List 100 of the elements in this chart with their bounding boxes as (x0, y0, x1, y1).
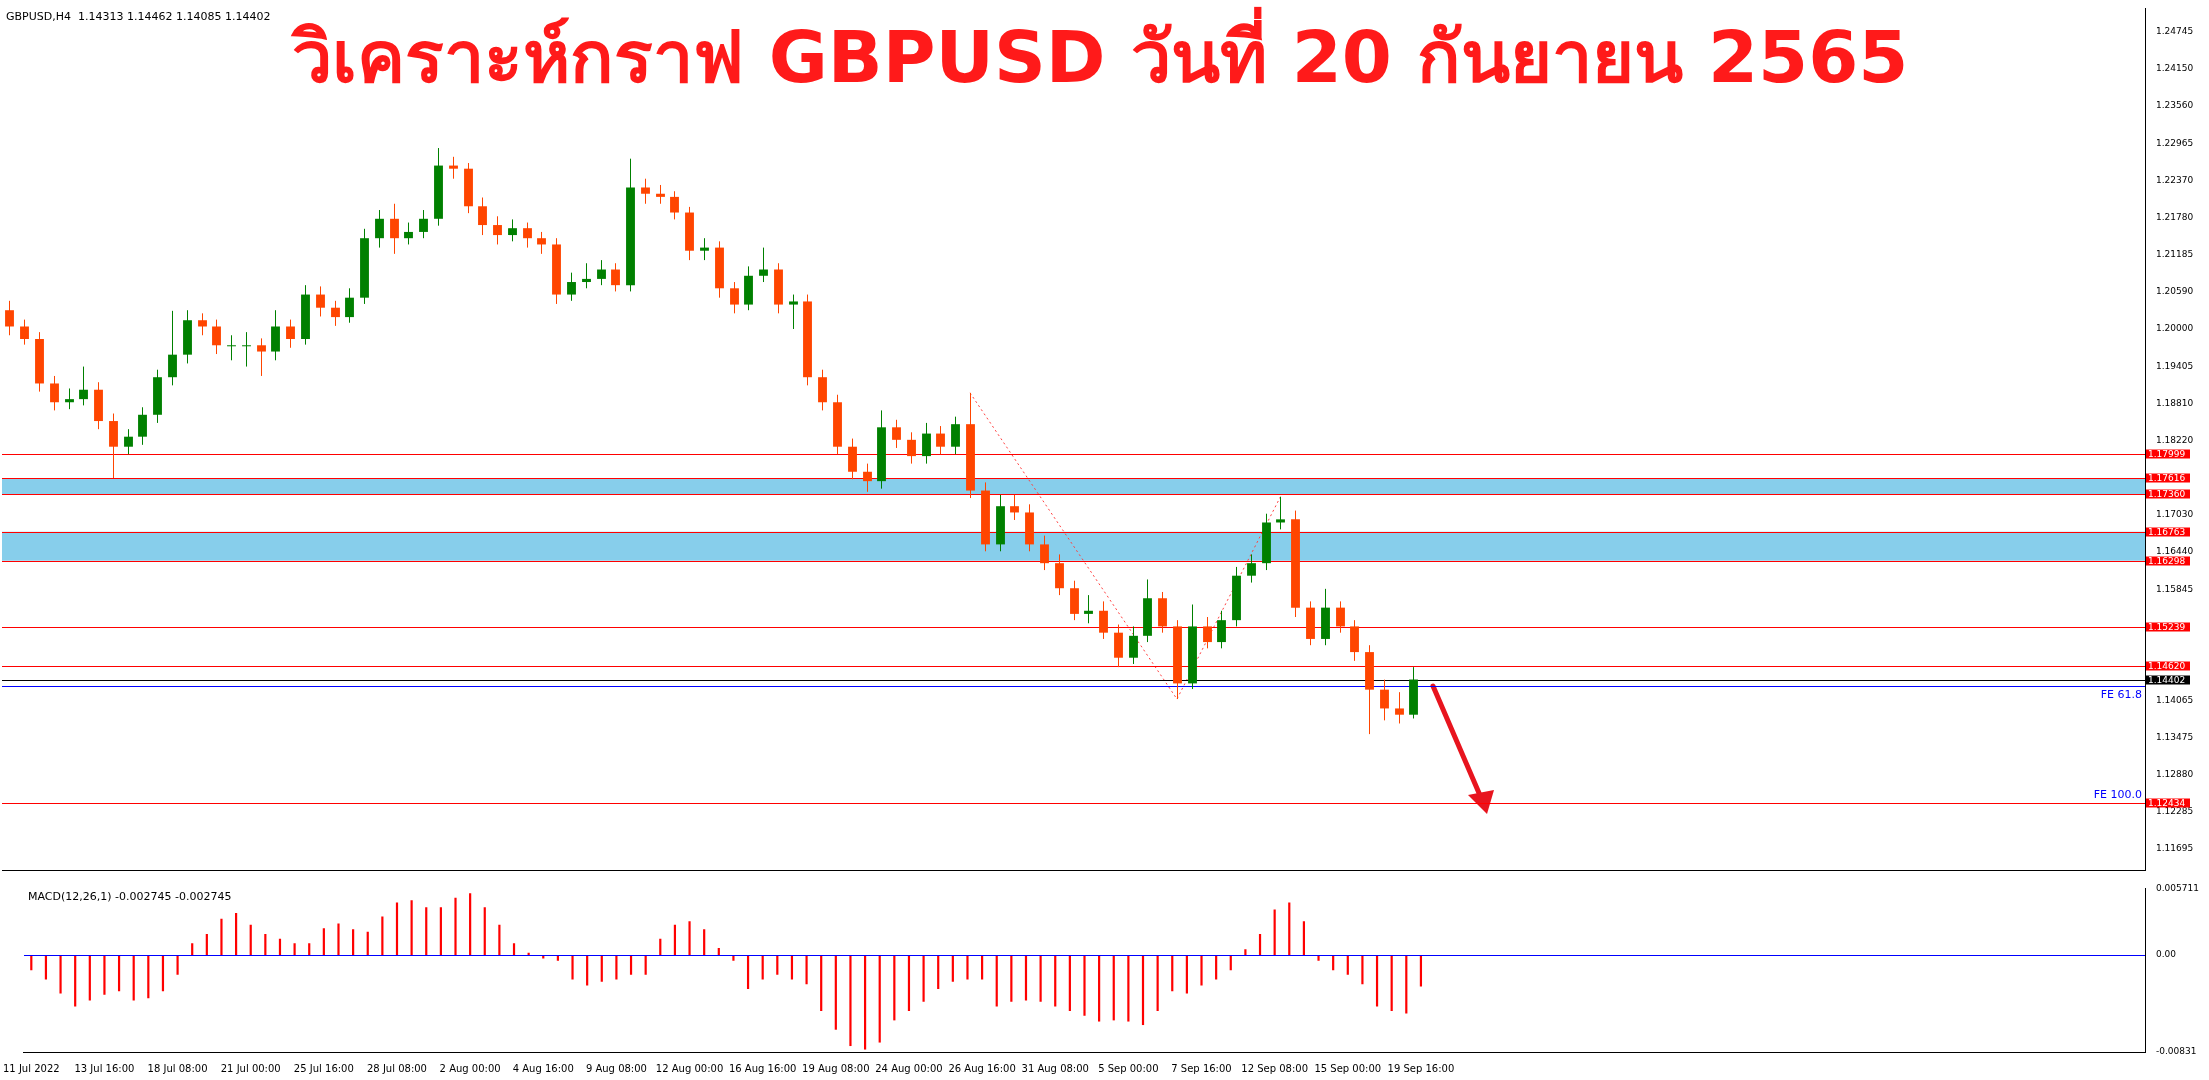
candlestick (286, 319, 295, 349)
candlestick (138, 406, 147, 446)
bar (220, 918, 223, 956)
bar (235, 913, 238, 956)
bar (1258, 934, 1262, 956)
candlestick (597, 259, 606, 286)
bar (454, 897, 457, 956)
bar (1141, 955, 1145, 1026)
candlestick (390, 203, 399, 255)
bar (498, 924, 501, 956)
bar (717, 948, 720, 956)
bar (425, 907, 428, 956)
candlestick (65, 387, 74, 410)
candlestick (198, 312, 207, 336)
bar (483, 907, 486, 956)
bar (512, 943, 516, 956)
bar (352, 929, 355, 956)
candlestick (20, 319, 29, 346)
y-tick-label: 1.22965 (2156, 137, 2194, 148)
y-tick-label: 0.005711 (2156, 882, 2199, 893)
bar (1200, 955, 1203, 986)
candlestick (257, 337, 266, 377)
bar (1419, 955, 1423, 987)
annotation: MACD(12,26,1) -0.002745 -0.002745 (27, 889, 232, 903)
candlestick (419, 209, 428, 239)
bar (688, 921, 691, 956)
bar (1273, 909, 1276, 956)
y-tick-label: 1.14065 (2156, 694, 2194, 705)
bar (410, 900, 413, 956)
bar (1127, 955, 1130, 1022)
candlestick (375, 209, 384, 249)
bar (1302, 921, 1306, 956)
x-tick-label: 26 Aug 16:00 (948, 1062, 1016, 1074)
bar (469, 893, 472, 956)
ref-line-label: 1.16298 (2148, 555, 2186, 566)
bar (1244, 949, 1247, 956)
y-tick-label: 1.15845 (2156, 583, 2194, 594)
bar (103, 955, 106, 995)
x-tick-label: 4 Aug 16:00 (512, 1062, 574, 1074)
bar (1039, 955, 1042, 1002)
candlestick (759, 247, 768, 283)
bar (264, 934, 267, 956)
ref-line-label: 1.17616 (2148, 472, 2186, 483)
candlestick (936, 425, 945, 455)
candlestick (582, 262, 591, 289)
candlestick (567, 272, 576, 302)
candlestick (656, 184, 665, 205)
bar (878, 955, 881, 1043)
candlestick (331, 300, 340, 327)
bar (703, 929, 706, 956)
candlestick (730, 281, 739, 314)
candlestick (242, 331, 251, 368)
candlestick (345, 287, 354, 324)
x-tick-label: 18 Jul 08:00 (147, 1062, 208, 1074)
candlestick (5, 300, 14, 336)
annotation: FE 100.0 (2093, 788, 2142, 802)
candlestick (1395, 691, 1404, 724)
candlestick (922, 422, 931, 465)
ref-line-label: 1.17360 (2148, 488, 2186, 499)
candlestick (789, 294, 798, 330)
candlestick (1380, 679, 1389, 721)
x-tick-label: 19 Aug 08:00 (802, 1062, 870, 1074)
bar (615, 955, 618, 980)
bar (849, 955, 852, 1047)
candlestick (79, 366, 88, 406)
x-tick-label: 31 Aug 08:00 (1021, 1062, 1089, 1074)
candlestick (124, 428, 133, 455)
bar (205, 934, 208, 956)
candlestick (227, 334, 236, 361)
candlestick (641, 178, 650, 205)
y-tick-label: 1.20590 (2156, 286, 2194, 297)
y-tick-label: 1.19405 (2156, 360, 2194, 371)
ref-line-label: 1.14402 (2148, 674, 2186, 685)
y-tick-label: -0.00831 (2156, 1046, 2197, 1057)
y-tick-label: 1.13475 (2156, 731, 2194, 742)
y-tick-label: 1.20000 (2156, 323, 2194, 334)
bar (308, 943, 311, 956)
y-tick-label: 0.00 (2156, 949, 2177, 960)
x-tick-label: 19 Sep 16:00 (1387, 1062, 1455, 1074)
bar (1083, 955, 1086, 1016)
x-tick-label: 7 Sep 16:00 (1171, 1062, 1232, 1074)
bar (834, 955, 837, 1030)
ref-line-label: 1.15239 (2148, 621, 2186, 632)
bar (191, 943, 194, 956)
x-tick-label: 28 Jul 08:00 (367, 1062, 427, 1074)
y-tick-label: 1.18810 (2156, 397, 2194, 408)
candlestick (449, 156, 458, 180)
candlestick (1203, 616, 1212, 649)
candlestick (700, 237, 709, 261)
candlestick (611, 262, 620, 292)
bar (337, 923, 340, 956)
y-tick-label: 1.12880 (2156, 769, 2194, 780)
candlestick (1010, 494, 1019, 521)
y-tick-label: 1.22370 (2156, 174, 2194, 185)
candlestick (493, 215, 502, 245)
x-tick-label: 25 Jul 16:00 (293, 1062, 354, 1074)
y-tick-label: 1.11695 (2156, 843, 2194, 854)
bar (88, 955, 91, 1001)
bar (293, 943, 296, 956)
y-tick-label: 1.23560 (2156, 100, 2194, 111)
